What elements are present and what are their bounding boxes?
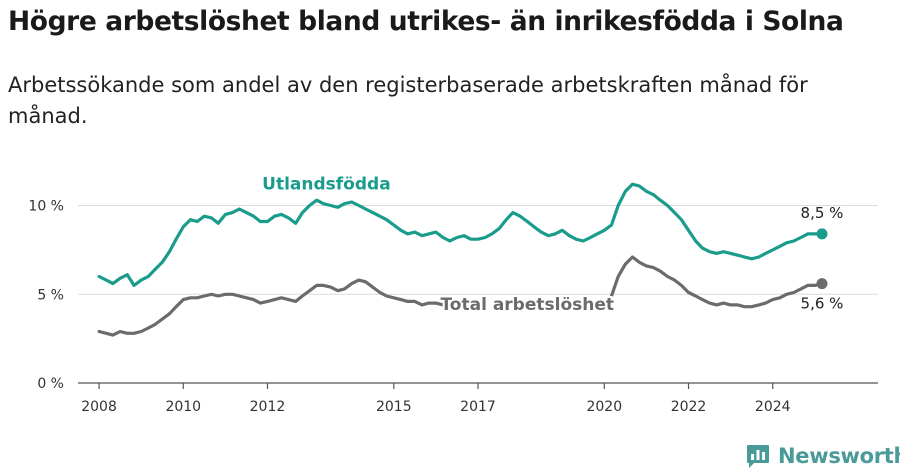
- series-label-total: Total arbetslöshet: [440, 295, 614, 315]
- series-line-utlandsf-dda: [97, 182, 824, 287]
- x-tick-label: 2012: [250, 399, 286, 415]
- y-tick-label: 5 %: [37, 287, 64, 303]
- end-label-total: 5,6 %: [801, 295, 844, 313]
- series-line-total-arbetsl-shet: [609, 255, 824, 309]
- series-label-utlandsfodda: Utlandsfödda: [262, 175, 391, 195]
- end-point-utlandsf-dda: [816, 228, 828, 240]
- chart-title: Högre arbetslöshet bland utrikes- än inr…: [8, 6, 844, 37]
- newsworthy-logo-icon: [747, 445, 769, 468]
- brand: Newsworthy: [745, 441, 900, 471]
- x-tick-label: 2008: [81, 399, 117, 415]
- x-tick-label: 2017: [460, 399, 496, 415]
- end-point-total-arbetsl-shet: [816, 278, 828, 290]
- series-line-total-arbetsl-shet: [97, 278, 480, 337]
- end-label-utlandsfodda: 8,5 %: [801, 204, 844, 222]
- x-tick-label: 2020: [586, 399, 622, 415]
- brand-name: Newsworthy: [778, 444, 900, 468]
- y-tick-label: 0 %: [37, 376, 64, 392]
- y-tick-label: 10 %: [28, 199, 64, 215]
- x-tick-label: 2010: [165, 399, 201, 415]
- x-tick-label: 2024: [755, 399, 791, 415]
- x-tick-label: 2015: [376, 399, 412, 415]
- x-tick-label: 2022: [671, 399, 707, 415]
- chart-subtitle: Arbetssökande som andel av den registerb…: [8, 73, 808, 128]
